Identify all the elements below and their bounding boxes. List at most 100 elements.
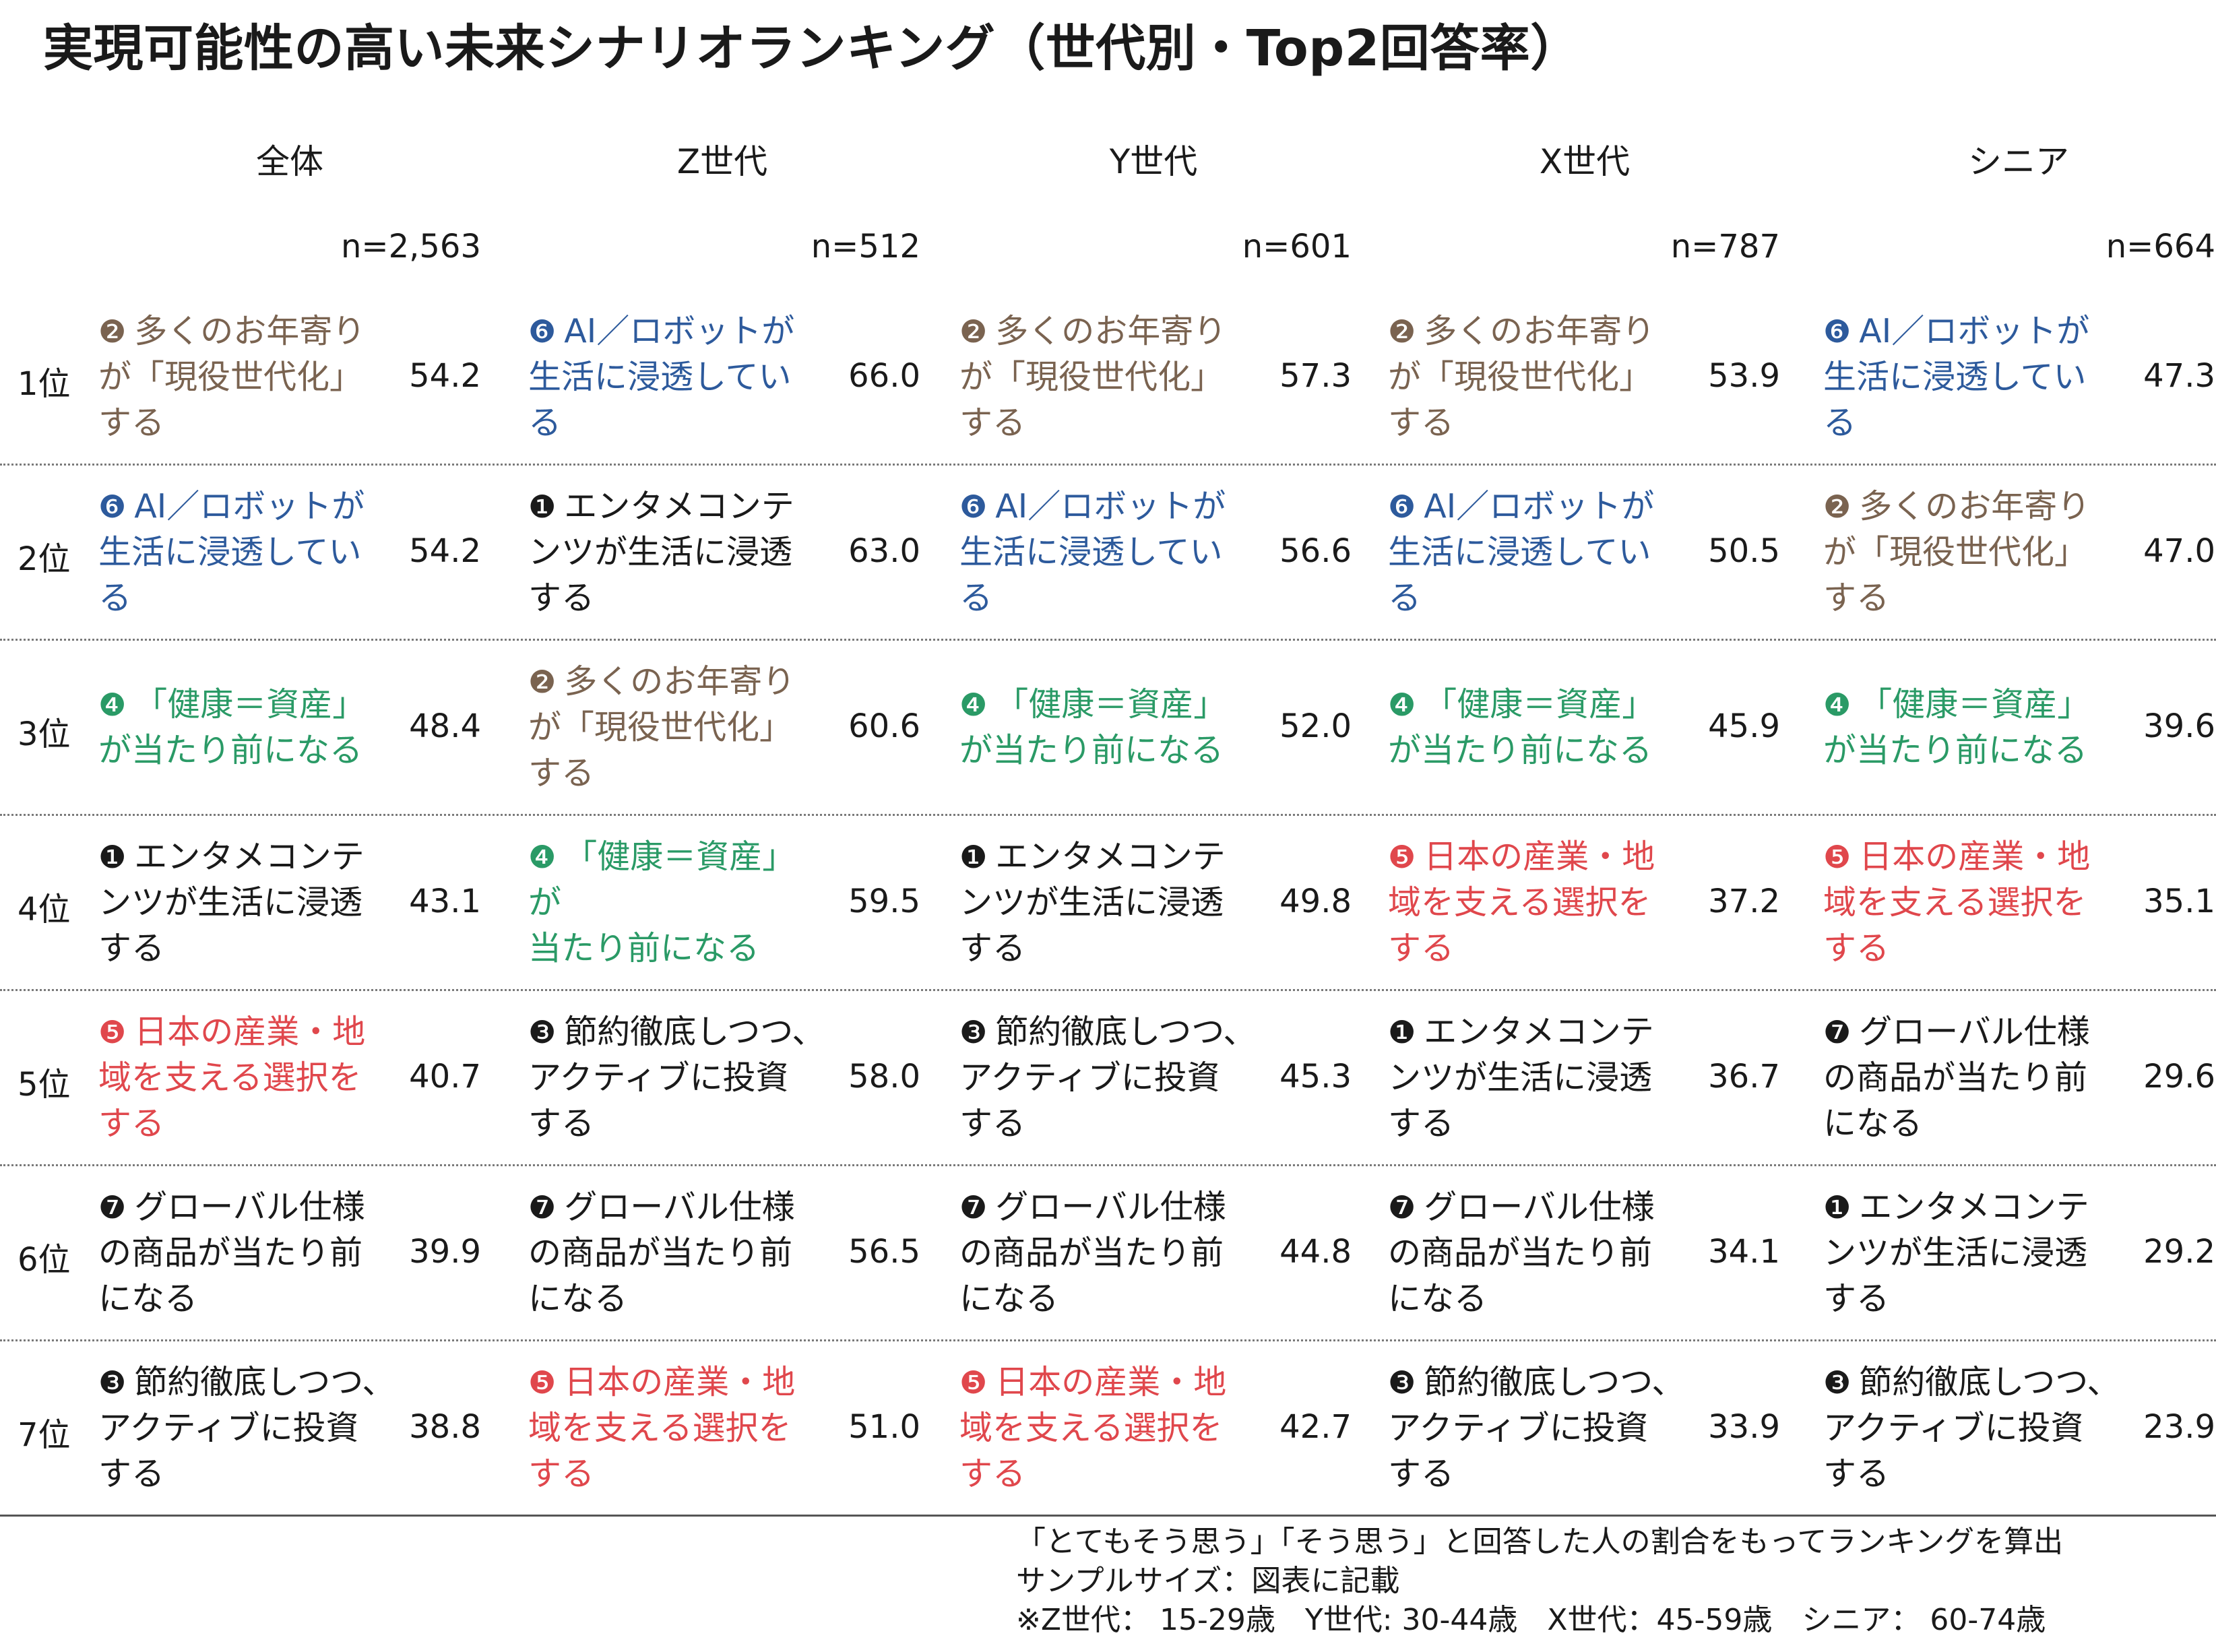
scenario-number-icon: ❶	[1388, 1014, 1416, 1050]
footnote-ages: ※Z世代： 15-29歳 Y世代: 30-44歳 X世代：45-59歳 シニア：…	[1016, 1603, 2046, 1637]
value-label: 23.9	[2143, 1408, 2215, 1446]
scenario-text: の商品が当たり前	[1823, 1058, 2088, 1097]
scenario-line: する	[98, 1101, 365, 1147]
scenario-line: ❺ 日本の産業・地	[98, 1009, 365, 1055]
scenario-text: 生活に浸透してい	[1388, 533, 1651, 571]
scenario-text: 日本の産業・地	[134, 1013, 366, 1051]
value-label: 34.1	[1708, 1233, 1780, 1271]
scenario-text: する	[959, 1455, 1026, 1493]
value-label: 63.0	[848, 532, 920, 570]
scenario-text: が	[528, 883, 562, 922]
scenario-text: 「健康＝資産」	[995, 685, 1227, 724]
scenario-line: する	[1388, 1451, 1684, 1497]
scenario-number-icon: ❶	[959, 839, 988, 875]
footnote-method: 「とてもそう思う」「そう思う」と回答した人の割合をもってランキングを算出	[1016, 1525, 2064, 1559]
scenario-text: が「現役世代化」	[528, 708, 793, 746]
sample-size-4: n=787	[1670, 228, 1780, 265]
scenario-number-icon: ❼	[1388, 1189, 1416, 1226]
scenario-text: する	[528, 1104, 595, 1143]
scenario-line: ❸ 節約徹底しつつ、	[1388, 1360, 1684, 1405]
scenario-text: する	[959, 404, 1026, 442]
scenario-number-icon: ❻	[528, 313, 557, 350]
scenario-text: する	[98, 929, 165, 967]
scenario-line: ❺ 日本の産業・地	[959, 1360, 1226, 1405]
scenario-text: る	[528, 404, 562, 442]
scenario-line: ❹ 「健康＝資産」	[959, 682, 1226, 728]
scenario-line: ❹ 「健康＝資産」	[1388, 682, 1655, 728]
scenario-line: が当たり前になる	[1388, 728, 1655, 773]
scenario-line: になる	[1388, 1276, 1655, 1322]
scenario-line: する	[98, 400, 365, 446]
scenario-line: ❹ 「健康＝資産」	[98, 682, 365, 728]
value-label: 36.7	[1708, 1058, 1780, 1095]
scenario-text: 域を支える選択を	[1823, 883, 2087, 922]
rank-label: 5位	[18, 1066, 71, 1104]
scenario-line: する	[1388, 400, 1655, 446]
scenario-line: する	[1823, 1451, 2120, 1497]
scenario-text: 日本の産業・地	[995, 1363, 1227, 1401]
scenario-item: ❸ 節約徹底しつつ、 アクティブに投資 する	[98, 1360, 395, 1497]
scenario-line: が当たり前になる	[959, 728, 1226, 773]
scenario-line: ❺ 日本の産業・地	[528, 1360, 795, 1405]
scenario-item: ❹「健康＝資産」が当たり前になる	[959, 682, 1226, 773]
scenario-line: する	[528, 751, 795, 796]
scenario-text: する	[1823, 1279, 1890, 1318]
scenario-text: アクティブに投資	[528, 1058, 789, 1097]
scenario-text: する	[1388, 1455, 1455, 1493]
scenario-item: ❶ エンタメコンテ ンツが生活に浸透 する	[1823, 1184, 2089, 1322]
scenario-line: が「現役世代化」	[98, 354, 365, 400]
scenario-line: する	[959, 400, 1226, 446]
rank-label: 6位	[18, 1241, 71, 1279]
scenario-text: になる	[959, 1279, 1059, 1318]
scenario-text: 節約徹底しつつ、	[564, 1013, 825, 1051]
scenario-line: が「現役世代化」	[959, 354, 1226, 400]
scenario-line: ❼ グローバル仕様	[1823, 1009, 2090, 1055]
scenario-text: 多くのお年寄り	[1859, 487, 2091, 526]
scenario-line: ❷ 多くのお年寄り	[98, 309, 365, 354]
scenario-text: になる	[98, 1279, 198, 1318]
scenario-line: 域を支える選択を	[528, 1405, 795, 1451]
scenario-line: になる	[528, 1276, 795, 1322]
scenario-text: AI／ロボットが	[995, 487, 1226, 526]
scenario-item: ❻ AI／ロボットが 生活に浸透している	[98, 484, 365, 621]
rank-label: 7位	[18, 1416, 71, 1454]
scenario-line: する	[1823, 926, 2090, 972]
scenario-line: の商品が当たり前	[98, 1230, 365, 1276]
scenario-line: 域を支える選択を	[959, 1405, 1226, 1451]
scenario-text: 「健康＝資産」	[564, 837, 796, 876]
row-divider	[0, 1164, 2216, 1166]
scenario-text: AI／ロボットが	[564, 312, 795, 350]
scenario-line: 域を支える選択を	[1388, 880, 1655, 926]
scenario-line: になる	[959, 1276, 1226, 1322]
scenario-text: ンツが生活に浸透	[959, 883, 1224, 922]
scenario-line: ❻ AI／ロボットが	[98, 484, 365, 530]
scenario-item: ❷ 多くのお年寄り が「現役世代化」 する	[528, 659, 795, 796]
scenario-text: る	[959, 579, 993, 617]
value-label: 39.9	[409, 1233, 481, 1271]
scenario-line: が「現役世代化」	[1823, 530, 2090, 575]
scenario-line: ンツが生活に浸透	[528, 530, 794, 575]
row-divider	[0, 639, 2216, 641]
scenario-text: が「現役世代化」	[1823, 533, 2088, 571]
scenario-number-icon: ❼	[1823, 1014, 1851, 1050]
scenario-line: ❶ エンタメコンテ	[528, 484, 794, 530]
scenario-text: する	[98, 1455, 165, 1493]
scenario-number-icon: ❼	[98, 1189, 127, 1226]
value-label: 38.8	[409, 1408, 481, 1446]
scenario-line: が「現役世代化」	[1388, 354, 1655, 400]
value-label: 43.1	[409, 883, 481, 920]
scenario-line: ❶ エンタメコンテ	[1823, 1184, 2089, 1230]
scenario-line: る	[98, 575, 365, 621]
value-label: 60.6	[848, 707, 920, 745]
scenario-line: する	[98, 926, 365, 972]
scenario-text: グローバル仕様	[1424, 1188, 1655, 1226]
scenario-text: ンツが生活に浸透	[528, 533, 793, 571]
scenario-text: する	[1388, 929, 1455, 967]
scenario-line: ❼ グローバル仕様	[1388, 1184, 1655, 1230]
scenario-text: 域を支える選択を	[98, 1058, 362, 1097]
scenario-line: する	[1388, 1101, 1654, 1147]
value-label: 58.0	[848, 1058, 920, 1095]
scenario-number-icon: ❸	[1823, 1364, 1851, 1401]
scenario-line: ンツが生活に浸透	[1388, 1055, 1654, 1101]
scenario-number-icon: ❶	[1823, 1189, 1851, 1226]
